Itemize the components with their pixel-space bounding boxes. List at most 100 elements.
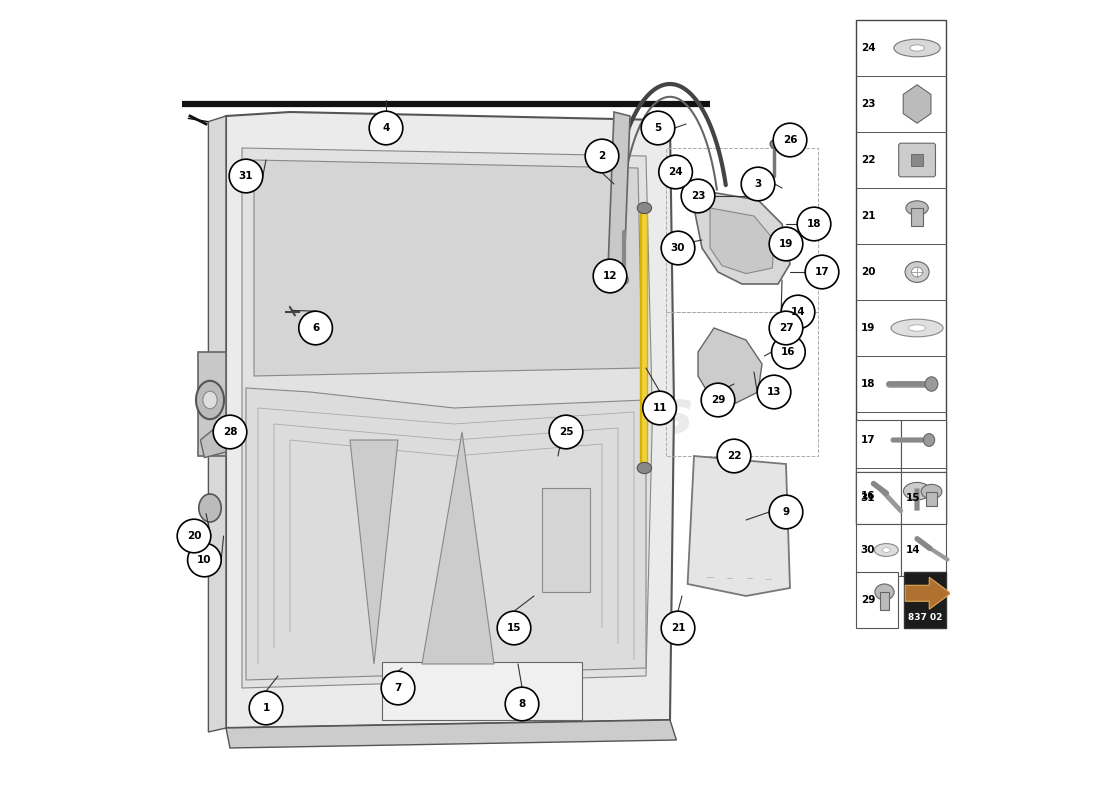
Circle shape [757,375,791,409]
Text: eurocarpars: eurocarpars [278,386,694,446]
Circle shape [229,159,263,193]
Polygon shape [710,208,774,274]
Circle shape [769,495,803,529]
Ellipse shape [925,377,938,391]
Text: 27: 27 [779,323,793,333]
Circle shape [769,311,803,345]
Text: 10: 10 [197,555,211,565]
Ellipse shape [382,416,510,576]
Text: 16: 16 [861,491,876,501]
Text: 24: 24 [861,43,876,53]
Ellipse shape [905,262,930,282]
Circle shape [769,227,803,261]
Circle shape [505,687,539,721]
Circle shape [299,311,332,345]
Circle shape [805,255,839,289]
Text: 3: 3 [755,179,761,189]
Text: 30: 30 [860,545,875,555]
Ellipse shape [770,140,778,148]
Bar [856,472,901,524]
Circle shape [382,671,415,705]
Polygon shape [198,352,226,456]
Bar [901,420,946,472]
Bar [901,472,946,524]
Text: 26: 26 [783,135,798,145]
Ellipse shape [620,276,628,284]
Text: 19: 19 [779,239,793,249]
Circle shape [661,611,695,645]
Circle shape [188,543,221,577]
Text: a passion for parts since 1985: a passion for parts since 1985 [307,474,601,534]
Text: 23: 23 [861,99,876,109]
Text: 21: 21 [861,211,876,221]
Circle shape [642,391,676,425]
Polygon shape [422,432,494,664]
Circle shape [717,439,751,473]
Ellipse shape [891,319,943,337]
Polygon shape [688,456,790,596]
Bar [856,572,898,628]
Text: 14: 14 [791,307,805,317]
Circle shape [213,415,246,449]
Bar [901,524,946,576]
Circle shape [370,111,403,145]
Ellipse shape [398,434,494,558]
Text: 31: 31 [860,493,875,503]
Circle shape [593,259,627,293]
Text: 21: 21 [671,623,685,633]
Text: 20: 20 [861,267,876,277]
Text: 25: 25 [559,427,573,437]
Text: 18: 18 [806,219,822,229]
Text: 12: 12 [603,271,617,281]
Polygon shape [242,148,652,688]
Text: 5: 5 [654,123,661,133]
Circle shape [177,519,211,553]
Polygon shape [226,112,674,728]
Text: 24: 24 [669,167,683,177]
Text: 15: 15 [905,493,920,503]
Polygon shape [905,578,950,610]
Text: 29: 29 [711,395,725,405]
Text: 23: 23 [691,191,705,201]
Text: 22: 22 [727,451,741,461]
Bar [912,208,923,226]
Polygon shape [350,440,398,664]
Text: 8: 8 [518,699,526,709]
Text: 7: 7 [394,683,402,693]
Polygon shape [226,720,676,748]
Text: 20: 20 [187,531,201,541]
Circle shape [773,123,806,157]
Circle shape [681,179,715,213]
Circle shape [661,231,695,265]
Ellipse shape [909,325,926,331]
Bar [856,420,901,472]
Text: 11: 11 [652,403,667,413]
Ellipse shape [874,584,894,600]
Bar [926,491,937,506]
Circle shape [798,207,830,241]
Polygon shape [698,328,762,404]
FancyBboxPatch shape [911,154,924,166]
Ellipse shape [924,434,935,446]
Polygon shape [246,388,646,680]
Ellipse shape [894,39,940,57]
Bar [856,20,946,524]
Polygon shape [200,426,225,458]
Ellipse shape [912,267,923,277]
Text: 13: 13 [767,387,781,397]
Text: 14: 14 [905,545,921,555]
Text: 2: 2 [598,151,606,161]
Ellipse shape [910,45,924,51]
Polygon shape [607,112,630,284]
Ellipse shape [874,544,899,557]
Bar [382,662,582,720]
Text: 9: 9 [782,507,790,517]
Text: 17: 17 [815,267,829,277]
Polygon shape [903,85,931,123]
Circle shape [781,295,815,329]
Polygon shape [208,116,226,732]
Ellipse shape [196,381,224,419]
Ellipse shape [882,547,890,552]
Ellipse shape [637,202,651,214]
Text: 28: 28 [222,427,238,437]
